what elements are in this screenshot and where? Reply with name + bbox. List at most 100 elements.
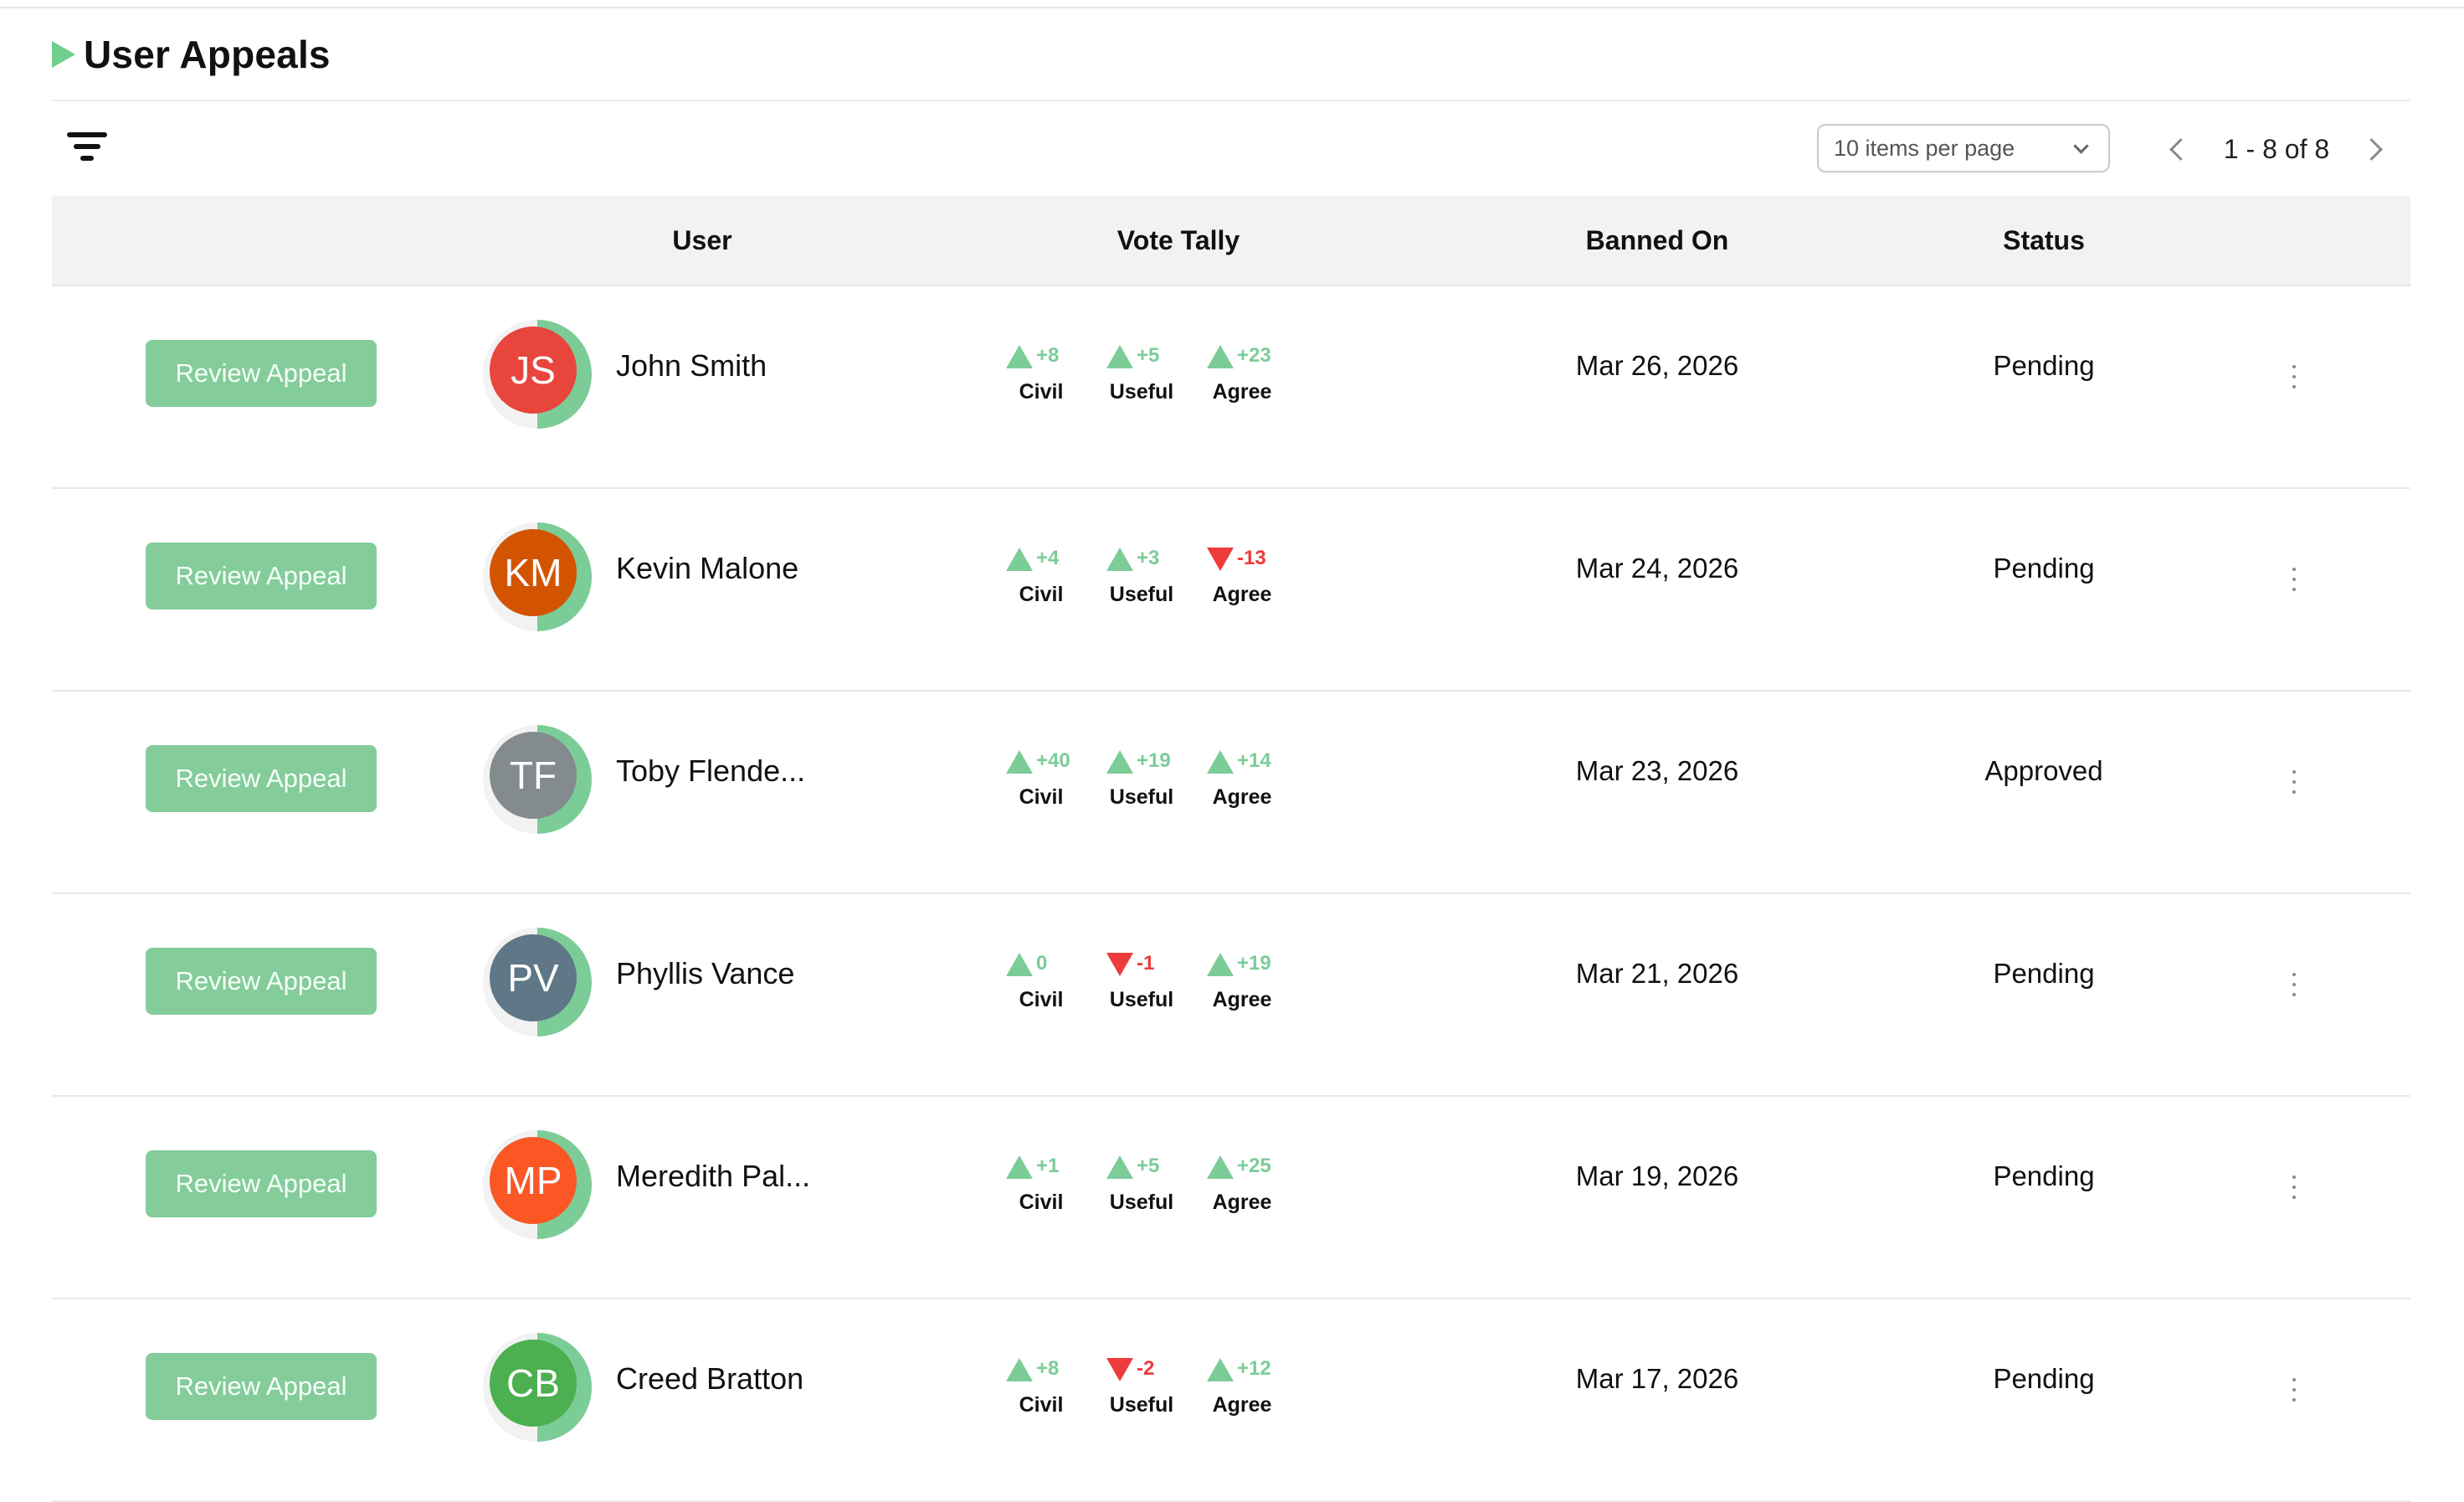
column-header-status: Status: [2003, 225, 2085, 255]
column-header-user: User: [672, 225, 732, 255]
review-appeal-button[interactable]: Review Appeal: [146, 745, 377, 812]
vote-tally-civil: +4 Civil: [989, 541, 1081, 616]
avatar: MP: [483, 1130, 592, 1239]
user-name: Toby Flende...: [616, 754, 806, 788]
banned-on-date: Mar 23, 2026: [1575, 755, 1739, 786]
triangle-up-icon: [1006, 1155, 1033, 1179]
vote-tally-useful: +3 Useful: [1090, 541, 1182, 616]
status-text: Pending: [1993, 1160, 2095, 1191]
banned-on-date: Mar 26, 2026: [1575, 350, 1739, 381]
vote-value: +5: [1137, 1155, 1160, 1177]
user-name: Creed Bratton: [616, 1361, 804, 1396]
vote-value: +5: [1137, 344, 1160, 367]
avatar-initials: TF: [490, 732, 577, 819]
user-name: Kevin Malone: [616, 551, 799, 585]
more-options-icon[interactable]: [2278, 968, 2308, 1001]
avatar: TF: [483, 725, 592, 834]
page-header: User Appeals: [52, 28, 331, 80]
vote-value: +23: [1237, 344, 1271, 367]
vote-value: +14: [1237, 749, 1271, 772]
status-text: Pending: [1993, 553, 2095, 584]
triangle-up-icon: [1006, 1358, 1033, 1381]
items-per-page-select[interactable]: 10 items per page: [1817, 124, 2110, 172]
vote-value: +19: [1137, 749, 1171, 772]
vote-tally-useful: +5 Useful: [1090, 1149, 1182, 1224]
vote-label: Civil: [1019, 988, 1064, 1011]
vote-label: Civil: [1019, 1393, 1064, 1417]
vote-value: -2: [1137, 1357, 1155, 1380]
triangle-up-icon: [1207, 953, 1234, 976]
vote-tally-useful: -2 Useful: [1090, 1351, 1182, 1427]
vote-value: -13: [1237, 547, 1266, 569]
review-appeal-button[interactable]: Review Appeal: [146, 1150, 377, 1217]
vote-tally-agree: +14 Agree: [1190, 743, 1282, 819]
top-divider: [0, 7, 2464, 8]
review-appeal-button[interactable]: Review Appeal: [146, 1353, 377, 1420]
vote-tally-agree: -13 Agree: [1190, 541, 1282, 616]
more-options-icon[interactable]: [2278, 765, 2308, 799]
vote-label: Useful: [1109, 785, 1174, 809]
vote-value: +25: [1237, 1155, 1271, 1177]
vote-tally-useful: +19 Useful: [1090, 743, 1182, 819]
appeals-table-body: Review Appeal JS John Smith +8 Civil +5 Useful…: [52, 286, 2410, 1502]
vote-tally-agree: +23 Agree: [1190, 338, 1282, 414]
vote-value: -1: [1137, 952, 1155, 975]
chevron-down-icon: [2073, 137, 2089, 154]
table-row: Review Appeal PV Phyllis Vance 0 Civil -1 Usef…: [52, 894, 2410, 1097]
play-icon: [52, 41, 75, 68]
avatar-initials: CB: [490, 1340, 577, 1427]
vote-value: +40: [1036, 749, 1070, 772]
vote-label: Agree: [1212, 583, 1272, 606]
chevron-right-icon[interactable]: [2360, 134, 2390, 164]
vote-label: Useful: [1109, 988, 1174, 1011]
banned-on-date: Mar 19, 2026: [1575, 1160, 1739, 1191]
vote-label: Useful: [1109, 380, 1174, 404]
chevron-left-icon[interactable]: [2163, 134, 2193, 164]
more-options-icon[interactable]: [2278, 360, 2308, 394]
more-options-icon[interactable]: [2278, 563, 2308, 596]
vote-label: Useful: [1109, 1393, 1174, 1417]
vote-label: Agree: [1212, 1191, 1272, 1214]
vote-label: Civil: [1019, 380, 1064, 404]
vote-label: Useful: [1109, 1191, 1174, 1214]
column-header-vote-tally: Vote Tally: [1116, 225, 1240, 255]
user-name: Meredith Pal...: [616, 1159, 811, 1193]
more-options-icon[interactable]: [2278, 1170, 2308, 1204]
review-appeal-button[interactable]: Review Appeal: [146, 543, 377, 610]
vote-label: Civil: [1019, 1191, 1064, 1214]
page-title: User Appeals: [84, 33, 331, 76]
triangle-up-icon: [1207, 1155, 1234, 1179]
avatar-initials: MP: [490, 1137, 577, 1224]
vote-value: 0: [1036, 952, 1048, 975]
column-header-banned-on: Banned On: [1585, 225, 1729, 255]
triangle-up-icon: [1207, 750, 1234, 774]
status-text: Pending: [1993, 958, 2095, 989]
table-row: Review Appeal TF Toby Flende... +40 Civil +19…: [52, 692, 2410, 894]
vote-label: Civil: [1019, 583, 1064, 606]
triangle-up-icon: [1106, 345, 1133, 368]
items-per-page-value: 10 items per page: [1834, 135, 2015, 161]
vote-value: +1: [1036, 1155, 1060, 1177]
triangle-up-icon: [1207, 1358, 1234, 1381]
review-appeal-button[interactable]: Review Appeal: [146, 340, 377, 407]
table-row: Review Appeal JS John Smith +8 Civil +5 Useful…: [52, 286, 2410, 489]
vote-tally-civil: 0 Civil: [989, 946, 1081, 1021]
vote-value: +8: [1036, 344, 1060, 367]
status-text: Pending: [1993, 1363, 2095, 1394]
triangle-down-icon: [1106, 953, 1133, 976]
avatar-initials: JS: [490, 327, 577, 414]
vote-tally-civil: +40 Civil: [989, 743, 1081, 819]
vote-value: +12: [1237, 1357, 1271, 1380]
banned-on-date: Mar 17, 2026: [1575, 1363, 1739, 1394]
vote-value: +4: [1036, 547, 1060, 569]
vote-tally-agree: +12 Agree: [1190, 1351, 1282, 1427]
status-text: Approved: [1984, 755, 2103, 786]
triangle-up-icon: [1006, 750, 1033, 774]
filter-icon[interactable]: [67, 132, 107, 162]
avatar: CB: [483, 1333, 592, 1442]
status-text: Pending: [1993, 350, 2095, 381]
vote-value: +3: [1137, 547, 1160, 569]
more-options-icon[interactable]: [2278, 1373, 2308, 1407]
review-appeal-button[interactable]: Review Appeal: [146, 948, 377, 1015]
